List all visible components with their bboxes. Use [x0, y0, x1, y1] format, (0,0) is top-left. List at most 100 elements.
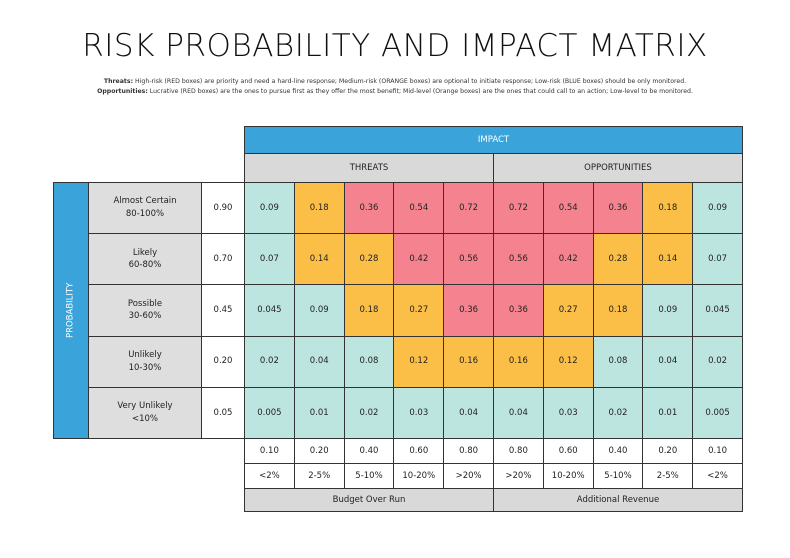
- note-text: High-risk (RED boxes) are priority and n…: [135, 78, 687, 85]
- impact-value: 0.20: [293, 438, 345, 464]
- impact-value: 0.40: [343, 438, 395, 464]
- cell-value: 0.08: [608, 356, 628, 367]
- impact-range: 5-10%: [343, 463, 395, 489]
- matrix-cell: 0.42: [542, 233, 594, 286]
- cell-value: 0.09: [658, 305, 678, 316]
- matrix-cell: 0.18: [343, 284, 395, 337]
- impact-range-text: >20%: [455, 470, 482, 481]
- probability-text: 0.05: [213, 407, 233, 418]
- impact-value: 0.80: [443, 438, 494, 464]
- probability-text: 0.70: [213, 253, 233, 264]
- cell-value: 0.56: [508, 253, 528, 264]
- cell-value: 0.03: [558, 407, 578, 418]
- cell-value: 0.72: [459, 202, 479, 213]
- cell-value: 0.14: [658, 253, 678, 264]
- cell-value: 0.045: [705, 305, 730, 316]
- footer: Budget Over Run: [244, 488, 494, 512]
- impact-value: 0.60: [393, 438, 445, 464]
- impact-value-text: 0.80: [459, 445, 479, 456]
- matrix-cell: 0.03: [542, 386, 594, 439]
- matrix-cell: 0.54: [542, 182, 594, 235]
- impact-range-text: <2%: [707, 470, 728, 481]
- row-label-text: Unlikely 10-30%: [128, 349, 162, 375]
- matrix-cell: 0.36: [443, 284, 494, 337]
- matrix-cell: 0.04: [642, 335, 694, 388]
- impact-range-text: 5-10%: [355, 470, 383, 481]
- matrix-cell: 0.01: [642, 386, 694, 439]
- cell-value: 0.36: [508, 305, 528, 316]
- cell-value: 0.04: [309, 356, 329, 367]
- cell-value: 0.02: [608, 407, 628, 418]
- impact-value: 0.60: [542, 438, 594, 464]
- cell-value: 0.08: [359, 356, 379, 367]
- impact-value-text: 0.80: [508, 445, 528, 456]
- row-label: Very Unlikely <10%: [88, 386, 202, 439]
- impact-range: 5-10%: [592, 463, 644, 489]
- cell-value: 0.07: [259, 253, 279, 264]
- matrix-cell: 0.02: [592, 386, 644, 439]
- cell-value: 0.42: [558, 253, 578, 264]
- impact-range: >20%: [443, 463, 494, 489]
- matrix-cell: 0.04: [443, 386, 494, 439]
- impact-range: 2-5%: [293, 463, 345, 489]
- matrix-cell: 0.005: [692, 386, 743, 439]
- matrix-cell: 0.09: [293, 284, 345, 337]
- matrix-cell: 0.02: [244, 335, 295, 388]
- row-range: 60-80%: [128, 260, 162, 271]
- row-range: 10-30%: [128, 362, 162, 373]
- row-label-text: Possible 30-60%: [128, 298, 162, 324]
- impact-range-text: 10-20%: [402, 470, 436, 481]
- matrix-cell: 0.72: [493, 182, 544, 235]
- row-name: Likely: [132, 247, 158, 258]
- probability: 0.20: [201, 335, 245, 388]
- cell-value: 0.005: [705, 407, 730, 418]
- note-text: Lucrative (RED boxes) are the ones to pu…: [149, 88, 693, 95]
- impact-value-text: 0.20: [309, 445, 329, 456]
- impact-value-text: 0.20: [658, 445, 678, 456]
- row-range: 30-60%: [128, 311, 162, 322]
- cell-value: 0.04: [658, 356, 678, 367]
- impact-value-text: 0.10: [708, 445, 728, 456]
- cell-value: 0.27: [558, 305, 578, 316]
- matrix-cell: 0.07: [692, 233, 743, 286]
- cell-value: 0.36: [359, 202, 379, 213]
- cell-value: 0.56: [459, 253, 479, 264]
- matrix-cell: 0.14: [293, 233, 345, 286]
- cell-value: 0.02: [359, 407, 379, 418]
- probability-text: 0.45: [213, 305, 233, 316]
- group-header: OPPORTUNITIES: [493, 153, 743, 183]
- row-label-text: Likely 60-80%: [129, 247, 162, 273]
- footer-text: Additional Revenue: [576, 494, 660, 505]
- cell-value: 0.02: [708, 356, 728, 367]
- impact-value: 0.10: [692, 438, 743, 464]
- cell-value: 0.12: [558, 356, 578, 367]
- group-text: THREATS: [349, 162, 389, 173]
- matrix-cell: 0.045: [692, 284, 743, 337]
- matrix-cell: 0.72: [443, 182, 494, 235]
- cell-value: 0.18: [309, 202, 329, 213]
- cell-value: 0.03: [409, 407, 429, 418]
- matrix-cell: 0.07: [244, 233, 295, 286]
- impact-value-text: 0.40: [359, 445, 379, 456]
- row-name: Very Unlikely: [117, 401, 173, 412]
- cell-value: 0.02: [259, 356, 279, 367]
- row-label: Likely 60-80%: [88, 233, 202, 286]
- impact-range: >20%: [493, 463, 544, 489]
- probability-text: 0.20: [213, 356, 233, 367]
- row-range: <10%: [131, 413, 158, 424]
- cell-value: 0.36: [608, 202, 628, 213]
- row-label: Almost Certain 80-100%: [88, 182, 202, 235]
- impact-range-text: <2%: [259, 470, 280, 481]
- impact-header: IMPACT: [244, 126, 743, 154]
- matrix-cell: 0.16: [493, 335, 544, 388]
- axis-text: PROBABILITY: [65, 282, 76, 339]
- probability-text: 0.90: [213, 202, 233, 213]
- cell-value: 0.18: [608, 305, 628, 316]
- row-name: Possible: [127, 298, 163, 309]
- cell-value: 0.14: [309, 253, 329, 264]
- matrix-cell: 0.08: [592, 335, 644, 388]
- probability: 0.90: [201, 182, 245, 235]
- impact-range-text: 2-5%: [656, 470, 679, 481]
- matrix-cell: 0.09: [244, 182, 295, 235]
